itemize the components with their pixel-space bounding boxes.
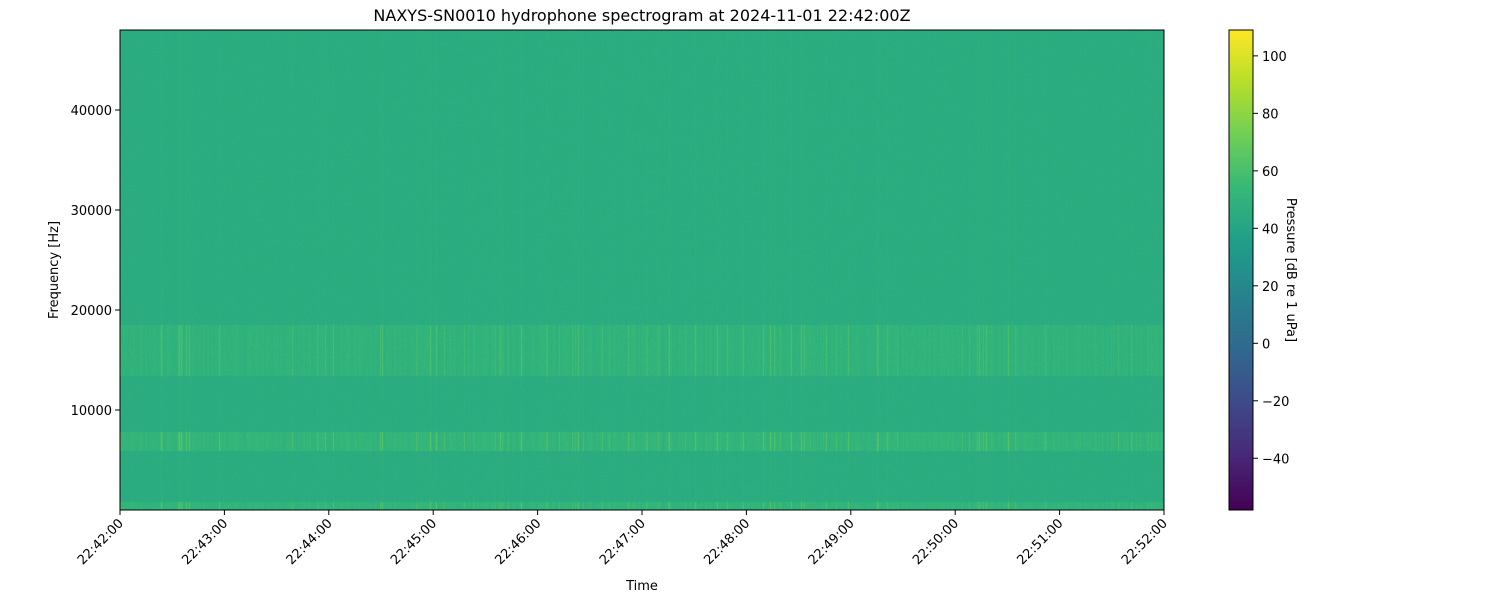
colorbar-tick-label: −40 <box>1262 452 1289 467</box>
colorbar-tick-label: 40 <box>1262 222 1279 237</box>
x-axis-label: Time <box>625 579 658 594</box>
y-axis-label: Frequency [Hz] <box>47 221 62 319</box>
y-tick-label: 40000 <box>71 104 112 119</box>
x-tick-label: 22:47:00 <box>597 516 649 568</box>
colorbar-tick-label: 20 <box>1262 280 1279 295</box>
x-tick-label: 22:44:00 <box>284 516 336 568</box>
plot-frame <box>119 29 1165 511</box>
colorbar-tick-label: 0 <box>1262 337 1270 352</box>
y-tick-label: 30000 <box>71 204 112 219</box>
colorbar-tick-label: 80 <box>1262 107 1279 122</box>
colorbar-frame <box>1228 29 1254 511</box>
colorbar-label: Pressure [dB re 1 uPa] <box>1283 198 1298 342</box>
x-tick-label: 22:45:00 <box>388 516 440 568</box>
x-tick-label: 22:49:00 <box>806 516 858 568</box>
colorbar-tick-label: −20 <box>1262 395 1289 410</box>
x-tick-label: 22:50:00 <box>910 516 962 568</box>
colorbar-tick-label: 60 <box>1262 165 1279 180</box>
spectrogram-heatmap <box>120 30 1164 510</box>
y-tick-label: 20000 <box>71 304 112 319</box>
x-tick-label: 22:48:00 <box>701 516 753 568</box>
colorbar-tick-label: 100 <box>1262 50 1287 65</box>
x-tick-label: 22:52:00 <box>1119 516 1171 568</box>
x-tick-label: 22:51:00 <box>1015 516 1067 568</box>
chart-title: NAXYS-SN0010 hydrophone spectrogram at 2… <box>373 6 911 25</box>
y-tick-label: 10000 <box>71 404 112 419</box>
x-tick-label: 22:43:00 <box>179 516 231 568</box>
x-tick-label: 22:46:00 <box>493 516 545 568</box>
colorbar <box>1229 30 1253 510</box>
x-tick-label: 22:42:00 <box>75 516 127 568</box>
